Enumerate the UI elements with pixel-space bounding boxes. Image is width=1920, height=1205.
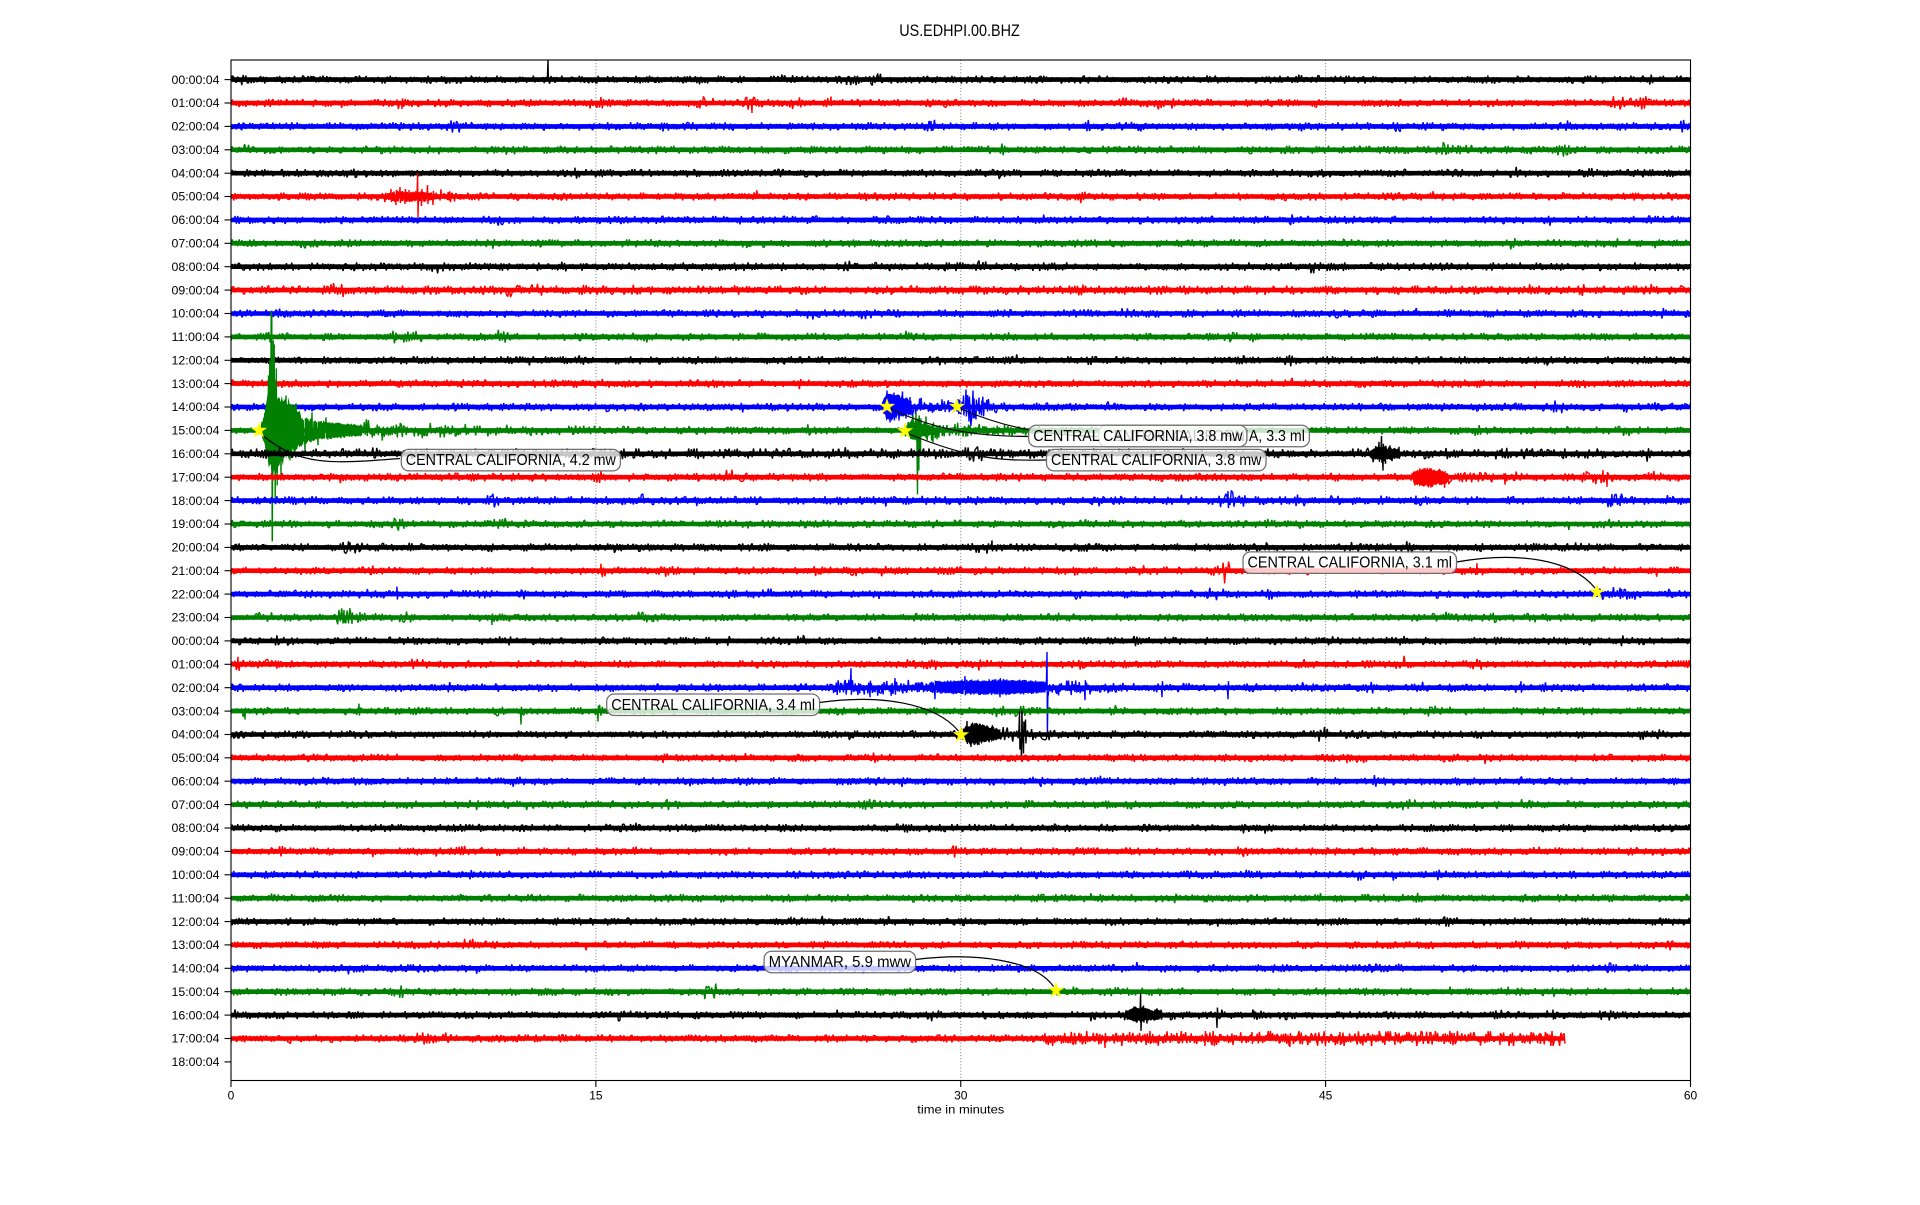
svg-text:09:00:04: 09:00:04 [172,845,220,859]
svg-text:08:00:04: 08:00:04 [172,821,220,835]
svg-text:12:00:04: 12:00:04 [172,354,220,368]
svg-text:23:00:04: 23:00:04 [172,611,220,625]
svg-text:22:00:04: 22:00:04 [172,587,220,601]
svg-text:10:00:04: 10:00:04 [172,868,220,882]
svg-text:07:00:04: 07:00:04 [172,237,220,251]
svg-text:CENTRAL CALIFORNIA, 3.1 ml: CENTRAL CALIFORNIA, 3.1 ml [1248,555,1453,572]
svg-text:12:00:04: 12:00:04 [172,915,220,929]
svg-text:13:00:04: 13:00:04 [172,377,220,391]
svg-text:04:00:04: 04:00:04 [172,166,220,180]
svg-text:00:00:04: 00:00:04 [172,73,220,87]
svg-text:CENTRAL CALIFORNIA, 3.4 ml: CENTRAL CALIFORNIA, 3.4 ml [611,697,815,714]
svg-text:03:00:04: 03:00:04 [172,704,220,718]
svg-text:05:00:04: 05:00:04 [172,751,220,765]
svg-text:04:00:04: 04:00:04 [172,728,220,742]
svg-text:20:00:04: 20:00:04 [172,541,220,555]
svg-text:MYANMAR, 5.9 mww: MYANMAR, 5.9 mww [769,954,912,971]
svg-text:US.EDHPI.00.BHZ: US.EDHPI.00.BHZ [899,21,1020,40]
svg-text:05:00:04: 05:00:04 [172,190,220,204]
svg-text:time in minutes: time in minutes [917,1103,1004,1117]
svg-text:01:00:04: 01:00:04 [172,658,220,672]
svg-text:03:00:04: 03:00:04 [172,143,220,157]
svg-text:18:00:04: 18:00:04 [172,1055,220,1069]
svg-text:17:00:04: 17:00:04 [172,1032,220,1046]
svg-text:06:00:04: 06:00:04 [172,213,220,227]
svg-text:00:00:04: 00:00:04 [172,634,220,648]
svg-text:16:00:04: 16:00:04 [172,447,220,461]
svg-text:17:00:04: 17:00:04 [172,470,220,484]
svg-text:0: 0 [228,1089,235,1103]
svg-text:30: 30 [954,1089,968,1103]
svg-text:CENTRAL CALIFORNIA, 4.2 mw: CENTRAL CALIFORNIA, 4.2 mw [406,452,617,469]
svg-text:14:00:04: 14:00:04 [172,400,220,414]
svg-text:09:00:04: 09:00:04 [172,283,220,297]
svg-text:01:00:04: 01:00:04 [172,96,220,110]
svg-text:11:00:04: 11:00:04 [172,891,220,905]
svg-text:CENTRAL CALIFORNIA, 3.8 mw: CENTRAL CALIFORNIA, 3.8 mw [1051,452,1262,469]
svg-text:02:00:04: 02:00:04 [172,120,220,134]
svg-text:CENTRAL CALIFORNIA, 3.8 mw: CENTRAL CALIFORNIA, 3.8 mw [1033,428,1243,445]
svg-text:06:00:04: 06:00:04 [172,774,220,788]
svg-text:14:00:04: 14:00:04 [172,962,220,976]
svg-text:15:00:04: 15:00:04 [172,985,220,999]
svg-text:07:00:04: 07:00:04 [172,798,220,812]
svg-text:08:00:04: 08:00:04 [172,260,220,274]
svg-text:15:00:04: 15:00:04 [172,424,220,438]
svg-text:11:00:04: 11:00:04 [172,330,220,344]
svg-text:19:00:04: 19:00:04 [172,517,220,531]
svg-text:16:00:04: 16:00:04 [172,1008,220,1022]
svg-text:45: 45 [1319,1089,1333,1103]
svg-text:02:00:04: 02:00:04 [172,681,220,695]
svg-text:21:00:04: 21:00:04 [172,564,220,578]
svg-text:18:00:04: 18:00:04 [172,494,220,508]
svg-text:15: 15 [589,1089,603,1103]
svg-text:13:00:04: 13:00:04 [172,938,220,952]
svg-text:60: 60 [1684,1089,1698,1103]
svg-text:10:00:04: 10:00:04 [172,307,220,321]
